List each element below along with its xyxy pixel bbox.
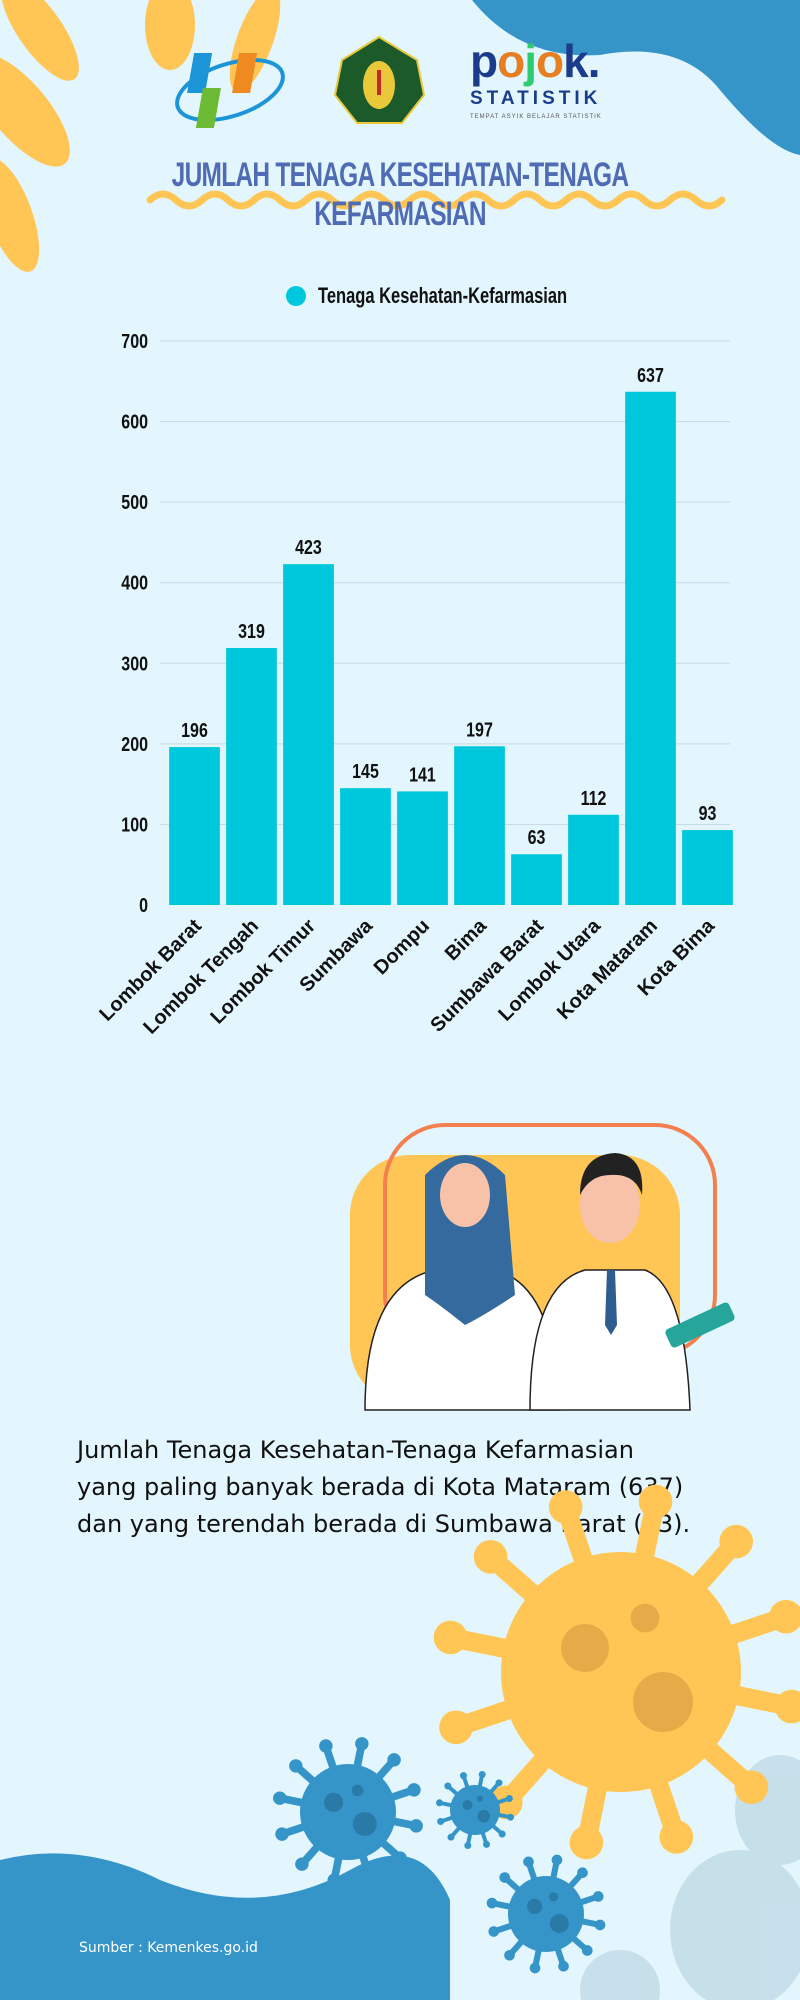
bar <box>283 564 334 905</box>
bar <box>568 814 619 905</box>
bps-logo <box>175 53 285 128</box>
legend-label: Tenaga Kesehatan-Kefarmasian <box>318 283 568 308</box>
pojok-statistik-logo: pojok. STATISTIK TEMPAT ASYIK BELAJAR ST… <box>470 38 630 120</box>
bar-value-label: 63 <box>528 827 546 849</box>
y-tick-label: 400 <box>121 572 148 594</box>
bar-value-label: 196 <box>181 719 208 741</box>
top-right-blob <box>472 0 800 155</box>
y-tick-label: 200 <box>121 733 148 755</box>
bar <box>397 791 448 905</box>
summary-text: Jumlah Tenaga Kesehatan-Tenaga Kefarmasi… <box>77 1432 777 1543</box>
y-tick-label: 500 <box>121 491 148 513</box>
legend-swatch <box>286 286 306 306</box>
bottom-left-blob <box>0 1853 450 2000</box>
yellow-petals <box>0 0 281 272</box>
summary-line: yang paling banyak berada di Kota Matara… <box>77 1473 684 1501</box>
page-title: JUMLAH TENAGA KESEHATAN-TENAGA KEFARMASI… <box>171 156 629 233</box>
hamzanwadi-logo <box>333 35 426 124</box>
bar <box>682 830 733 905</box>
bar <box>454 746 505 905</box>
bar-value-label: 141 <box>409 764 436 786</box>
bar-value-label: 93 <box>699 802 717 824</box>
x-tick-label: Lombok Barat <box>95 915 206 1026</box>
summary-line: dan yang terendah berada di Sumbawa Bara… <box>77 1510 691 1538</box>
doctors-illustration <box>350 1123 735 1411</box>
bar <box>511 854 562 905</box>
bar-value-label: 319 <box>238 620 265 642</box>
y-tick-label: 100 <box>121 814 148 836</box>
bar <box>340 788 391 905</box>
source-text: Sumber : Kemenkes.go.id <box>79 1940 258 1956</box>
chart-legend: Tenaga Kesehatan-Kefarmasian <box>286 283 650 309</box>
x-tick-label: Bima <box>441 914 492 965</box>
y-tick-label: 600 <box>121 411 148 433</box>
x-tick-label: Kota Mataram <box>553 915 662 1024</box>
bar-value-label: 197 <box>466 719 493 741</box>
male-doctor <box>529 1153 735 1411</box>
x-tick-label: Dompu <box>370 915 434 979</box>
bar <box>625 391 676 905</box>
bar-value-label: 637 <box>637 364 664 386</box>
bar-value-label: 423 <box>295 537 322 559</box>
summary-line: Jumlah Tenaga Kesehatan-Tenaga Kefarmasi… <box>77 1436 634 1464</box>
x-tick-label: Lombok Utara <box>494 914 605 1025</box>
y-tick-label: 0 <box>139 894 148 916</box>
light-blue-shapes <box>580 1755 800 2000</box>
bar-value-label: 145 <box>352 761 379 783</box>
bar <box>169 747 220 905</box>
y-tick-label: 700 <box>121 330 148 352</box>
bar <box>226 647 277 905</box>
pojok-tagline: TEMPAT ASYIK BELAJAR STATISTIK <box>470 114 602 120</box>
wave-underline <box>146 190 726 210</box>
x-tick-label: Lombok Timur <box>207 915 321 1029</box>
y-tick-label: 300 <box>121 653 148 675</box>
bar-chart: 0 100 200 300 400 500 600 700 196 Lombok Barat 319… <box>95 330 733 1039</box>
bar-value-label: 112 <box>581 787 607 809</box>
